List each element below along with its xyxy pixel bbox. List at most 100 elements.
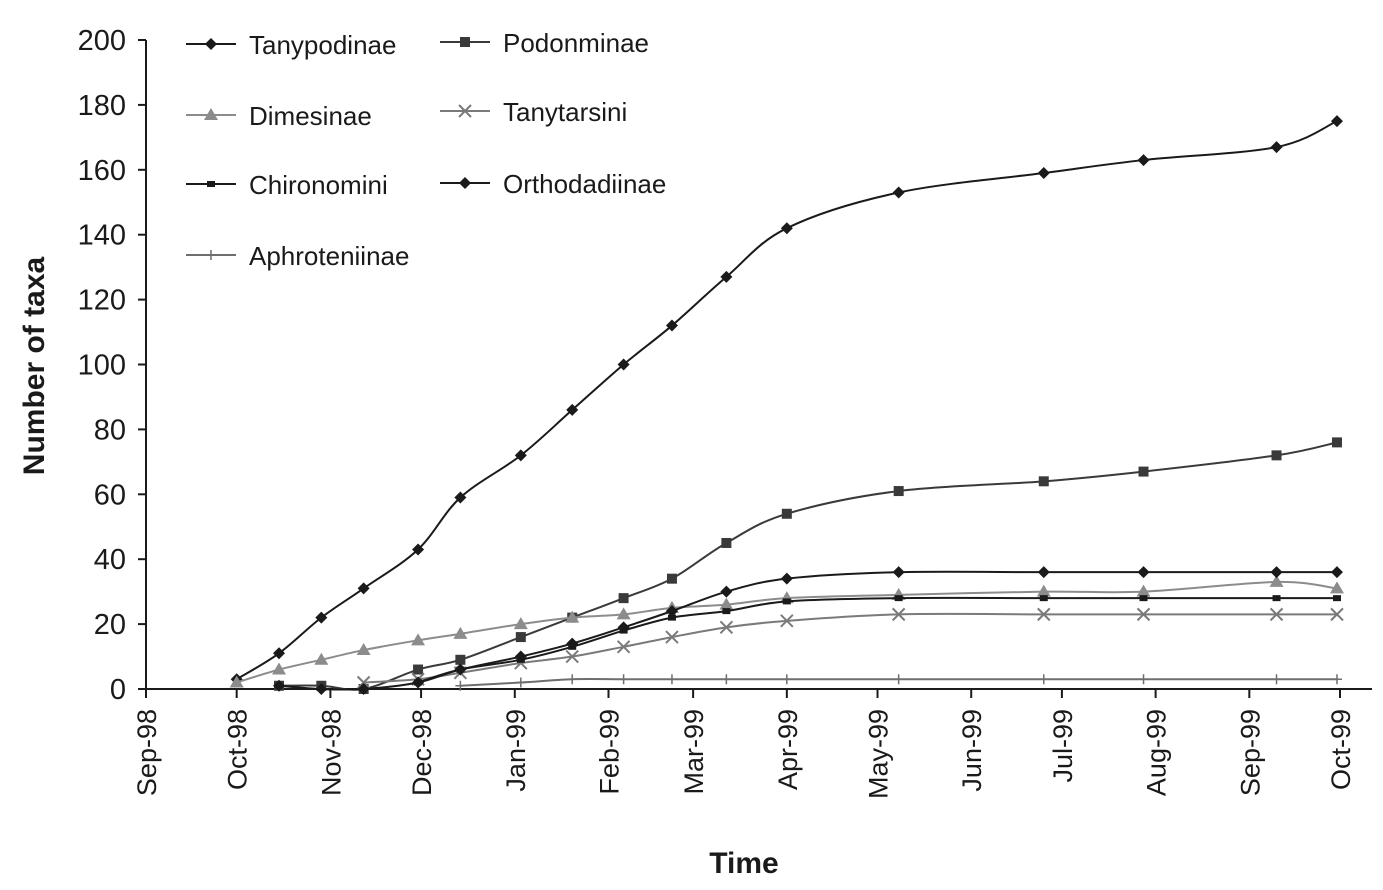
y-tick-label: 40 bbox=[94, 544, 126, 576]
y-tick-label: 140 bbox=[78, 220, 126, 252]
data-point-dimesinae bbox=[411, 633, 426, 646]
legend-label: Aphroteniinae bbox=[249, 241, 409, 271]
data-point-aphroteniinae bbox=[721, 674, 732, 685]
data-point-dimesinae bbox=[616, 607, 631, 620]
legend-marker bbox=[458, 104, 472, 118]
data-point-tanypodinae bbox=[1270, 141, 1283, 154]
y-tick-label: 200 bbox=[78, 25, 126, 57]
series-dimesinae bbox=[229, 574, 1344, 688]
series-podonminae bbox=[274, 437, 1342, 694]
data-point-aphroteniinae bbox=[1331, 674, 1342, 685]
data-point-podonminae bbox=[618, 593, 629, 604]
x-tick-label: Aug-99 bbox=[1142, 709, 1172, 796]
data-point-orthodadiinae bbox=[720, 585, 733, 598]
x-tick-label: Sep-98 bbox=[132, 709, 162, 796]
data-point-tanypodinae bbox=[454, 491, 467, 504]
y-tick-label: 160 bbox=[78, 155, 126, 187]
legend-item-tanytarsini: Tanytarsini bbox=[440, 97, 627, 127]
data-point-chironomini bbox=[1272, 595, 1281, 602]
data-point-chironomini bbox=[894, 595, 903, 602]
data-point-tanypodinae bbox=[1330, 115, 1343, 128]
data-point-dimesinae bbox=[1329, 581, 1344, 594]
x-tick-label: Oct-99 bbox=[1326, 709, 1356, 790]
series-tanypodinae bbox=[230, 115, 1343, 686]
data-point-orthodadiinae bbox=[780, 572, 793, 585]
data-point-dimesinae bbox=[272, 662, 287, 675]
data-point-orthodadiinae bbox=[617, 621, 630, 634]
data-point-podonminae bbox=[1138, 466, 1149, 477]
data-point-tanytarsini bbox=[356, 675, 371, 690]
legend-label: Tanypodinae bbox=[249, 30, 396, 60]
data-point-podonminae bbox=[515, 632, 526, 643]
data-point-orthodadiinae bbox=[1137, 566, 1150, 579]
data-point-dimesinae bbox=[513, 617, 528, 630]
data-point-dimesinae bbox=[1036, 584, 1051, 597]
data-point-orthodadiinae bbox=[1270, 566, 1283, 579]
data-point-tanytarsini bbox=[719, 620, 734, 635]
data-point-podonminae bbox=[721, 537, 732, 548]
data-point-chironomini bbox=[1039, 595, 1048, 602]
legend: Tanypodinae Podonminae Dimesinae Tanytarsin… bbox=[186, 28, 666, 271]
data-point-dimesinae bbox=[229, 675, 244, 688]
y-tick-label: 60 bbox=[94, 479, 126, 511]
data-point-tanytarsini bbox=[565, 649, 579, 664]
data-point-tanytarsini bbox=[616, 640, 631, 654]
data-point-aphroteniinae bbox=[618, 674, 629, 685]
data-point-chironomini bbox=[722, 608, 731, 615]
legend-marker bbox=[204, 108, 218, 120]
data-point-dimesinae bbox=[356, 643, 371, 656]
data-point-tanytarsini bbox=[1330, 607, 1344, 622]
series-orthodadiinae bbox=[273, 566, 1343, 695]
y-axis-title: Number of taxa bbox=[18, 257, 51, 476]
legend-item-orthodadiinae: Orthodadiinae bbox=[440, 169, 666, 199]
series-line-chironomini bbox=[417, 596, 1337, 684]
legend-marker bbox=[460, 37, 470, 47]
legend-label: Podonminae bbox=[503, 28, 649, 58]
data-point-orthodadiinae bbox=[892, 566, 905, 579]
legend-item-tanypodinae: Tanypodinae bbox=[186, 30, 396, 60]
data-point-chironomini bbox=[1139, 595, 1148, 602]
data-point-chironomini bbox=[667, 614, 676, 621]
data-point-tanypodinae bbox=[1037, 167, 1050, 180]
series-line-podonminae bbox=[279, 441, 1338, 691]
x-tick-label: Sep-99 bbox=[1235, 709, 1265, 796]
y-tick-label: 20 bbox=[94, 609, 126, 641]
series-layer bbox=[229, 115, 1344, 695]
data-point-podonminae bbox=[893, 486, 904, 497]
data-point-aphroteniinae bbox=[1138, 674, 1149, 685]
data-point-tanypodinae bbox=[1137, 154, 1150, 167]
series-tanytarsini bbox=[356, 607, 1344, 690]
data-point-orthodadiinae bbox=[665, 605, 678, 618]
data-point-chironomini bbox=[1332, 595, 1341, 602]
data-point-tanypodinae bbox=[315, 611, 328, 624]
data-point-orthodadiinae bbox=[273, 679, 286, 692]
legend-label: Tanytarsini bbox=[503, 97, 627, 127]
legend-label: Dimesinae bbox=[249, 101, 372, 131]
data-point-podonminae bbox=[455, 654, 466, 665]
data-point-tanytarsini bbox=[1269, 607, 1284, 622]
data-point-orthodadiinae bbox=[514, 650, 527, 663]
x-tick-label: Oct-98 bbox=[223, 709, 253, 790]
legend-item-podonminae: Podonminae bbox=[440, 28, 649, 58]
legend-marker bbox=[206, 250, 216, 260]
y-tick-label: 180 bbox=[78, 90, 126, 122]
data-point-orthodadiinae bbox=[1037, 566, 1050, 579]
data-point-dimesinae bbox=[453, 626, 468, 639]
data-point-tanypodinae bbox=[566, 403, 579, 416]
data-point-orthodadiinae bbox=[566, 637, 579, 650]
data-point-dimesinae bbox=[565, 610, 580, 623]
chart-axes bbox=[145, 40, 1372, 690]
data-point-tanypodinae bbox=[273, 647, 286, 660]
legend-item-chironomini: Chironomini bbox=[186, 170, 388, 200]
x-tick-label: Mar-99 bbox=[679, 709, 709, 795]
x-tick-label: Nov-98 bbox=[316, 709, 346, 796]
data-point-tanytarsini bbox=[1136, 607, 1151, 622]
series-line-orthodadiinae bbox=[278, 570, 1337, 691]
data-point-tanytarsini bbox=[1037, 607, 1051, 622]
data-point-podonminae bbox=[413, 664, 424, 675]
data-point-orthodadiinae bbox=[412, 676, 425, 689]
x-tick-label: Jul-99 bbox=[1048, 709, 1078, 783]
x-tick-label: Jan-99 bbox=[501, 709, 531, 792]
legend-label: Orthodadiinae bbox=[503, 169, 666, 199]
data-point-tanypodinae bbox=[780, 222, 793, 235]
